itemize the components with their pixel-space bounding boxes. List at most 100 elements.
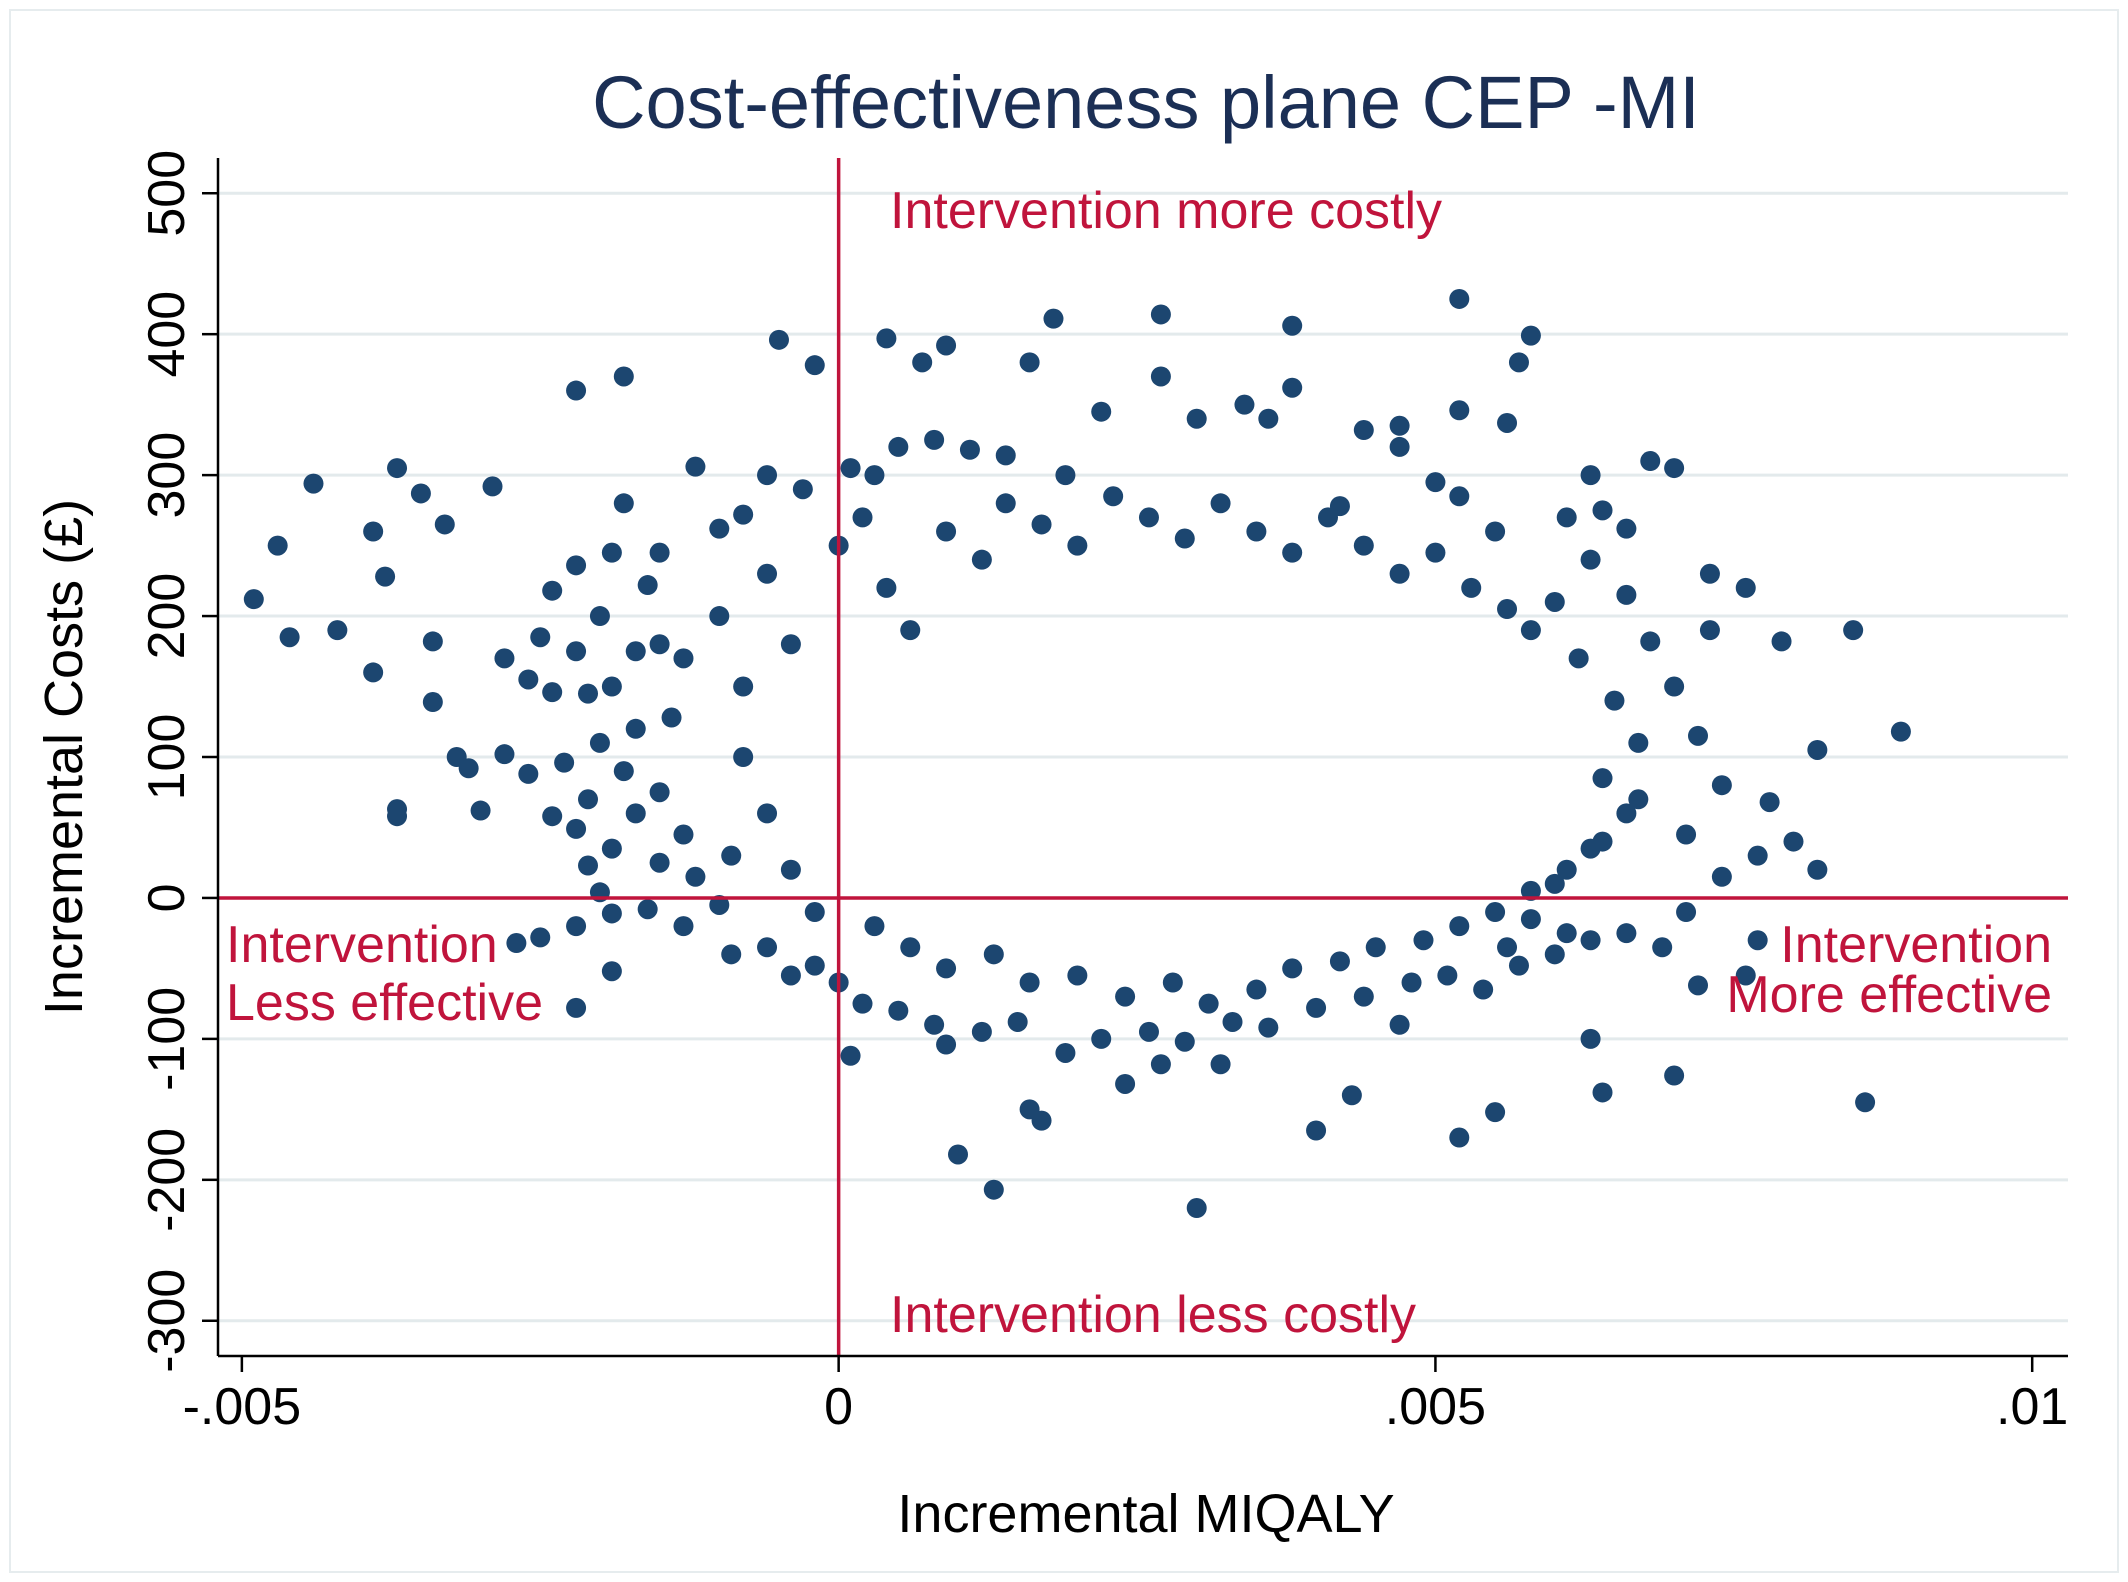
data-point-77 [1580,1028,1601,1049]
data-point-3 [1282,315,1303,336]
data-point-128 [649,634,670,655]
data-point-201 [876,577,897,598]
data-point-15 [566,380,587,401]
data-point-100 [1449,486,1470,507]
data-point-216 [1389,563,1410,584]
data-point-219 [1497,599,1518,620]
data-point-153 [1055,1042,1076,1063]
data-point-222 [936,958,957,979]
data-point-24 [363,521,384,542]
data-point-136 [578,789,598,810]
data-point-161 [1401,972,1422,993]
data-point-25 [434,514,455,535]
y-tick-label-7: 400 [138,291,196,378]
data-point-23 [482,476,503,497]
data-point-223 [983,944,1004,965]
data-point-135 [649,782,670,803]
data-point-73 [1449,1127,1470,1148]
data-point-188 [1556,923,1577,944]
data-point-50 [578,855,598,876]
data-point-85 [1747,845,1768,866]
data-point-4 [768,329,789,350]
data-points [243,288,1911,1219]
data-point-13 [1150,366,1171,387]
data-point-55 [601,961,622,982]
data-point-34 [494,648,515,669]
data-point-210 [1174,528,1195,549]
data-point-174 [1664,676,1685,697]
data-point-180 [1568,648,1589,669]
data-point-26 [267,535,288,556]
data-point-69 [1210,1054,1231,1075]
data-point-109 [995,445,1016,466]
data-point-76 [1664,1065,1685,1086]
data-point-149 [888,1000,909,1021]
data-point-162 [1437,965,1458,986]
data-point-187 [1520,909,1541,930]
data-point-98 [1556,507,1577,528]
data-point-225 [1067,965,1088,986]
data-point-177 [1580,549,1601,570]
data-point-117 [733,504,754,525]
data-point-230 [1282,958,1303,979]
data-point-99 [1485,521,1506,542]
data-point-203 [936,521,957,542]
data-point-43 [518,763,539,784]
data-point-72 [1389,1014,1410,1035]
data-point-14 [1282,377,1303,398]
reference-lines [218,158,2068,1356]
data-point-112 [888,436,909,457]
data-point-111 [924,429,945,450]
data-point-232 [1365,937,1386,958]
data-point-207 [1067,535,1088,556]
data-point-28 [243,589,264,610]
data-point-10 [912,352,933,373]
data-point-42 [494,744,515,765]
data-point-125 [542,580,563,601]
data-point-172 [1711,775,1732,796]
data-point-150 [924,1014,945,1035]
data-point-181 [1604,690,1625,711]
data-point-83 [1783,831,1804,852]
data-point-78 [1855,1092,1876,1113]
data-point-32 [422,631,443,652]
data-point-105 [1234,394,1255,415]
data-point-124 [566,555,587,576]
data-point-123 [601,542,622,563]
data-point-182 [1628,732,1649,753]
data-point-0 [1449,288,1470,309]
y-tick-label-1: -200 [138,1128,196,1232]
data-point-79 [1890,721,1911,742]
data-point-140 [649,852,670,873]
data-point-63 [983,1179,1004,1200]
data-point-218 [1461,577,1482,598]
data-point-37 [530,627,551,648]
data-point-200 [852,507,873,528]
data-point-206 [1031,514,1052,535]
data-point-11 [804,355,825,376]
x-tick-label-0: -.005 [183,1378,302,1436]
x-tick-label-1: 0 [824,1378,853,1436]
data-point-145 [757,937,778,958]
data-point-231 [1329,951,1350,972]
annotation-less-effective-line-0: Intervention [226,916,498,974]
y-tick-label-4: 100 [138,714,196,801]
data-point-143 [673,916,694,937]
axes: -300 -200 -100 0 100 200 300 400 500 -.005 0 .005 .0… [138,150,2068,1436]
data-point-113 [864,465,885,486]
data-point-237 [1556,859,1577,880]
data-point-171 [1676,824,1697,845]
annotation-less-effective-line-1: Less effective [226,974,543,1032]
data-point-58 [637,899,658,920]
data-point-67 [1150,1054,1171,1075]
data-point-60 [840,1045,861,1066]
data-point-81 [1807,739,1828,760]
data-point-1 [1150,304,1171,325]
data-point-234 [1449,916,1470,937]
data-point-121 [637,575,658,596]
y-axis-title: Incremental Costs (£) [34,499,94,1015]
data-point-49 [566,818,587,839]
data-point-93 [1640,451,1661,472]
data-point-212 [1246,521,1267,542]
data-point-27 [375,566,396,587]
